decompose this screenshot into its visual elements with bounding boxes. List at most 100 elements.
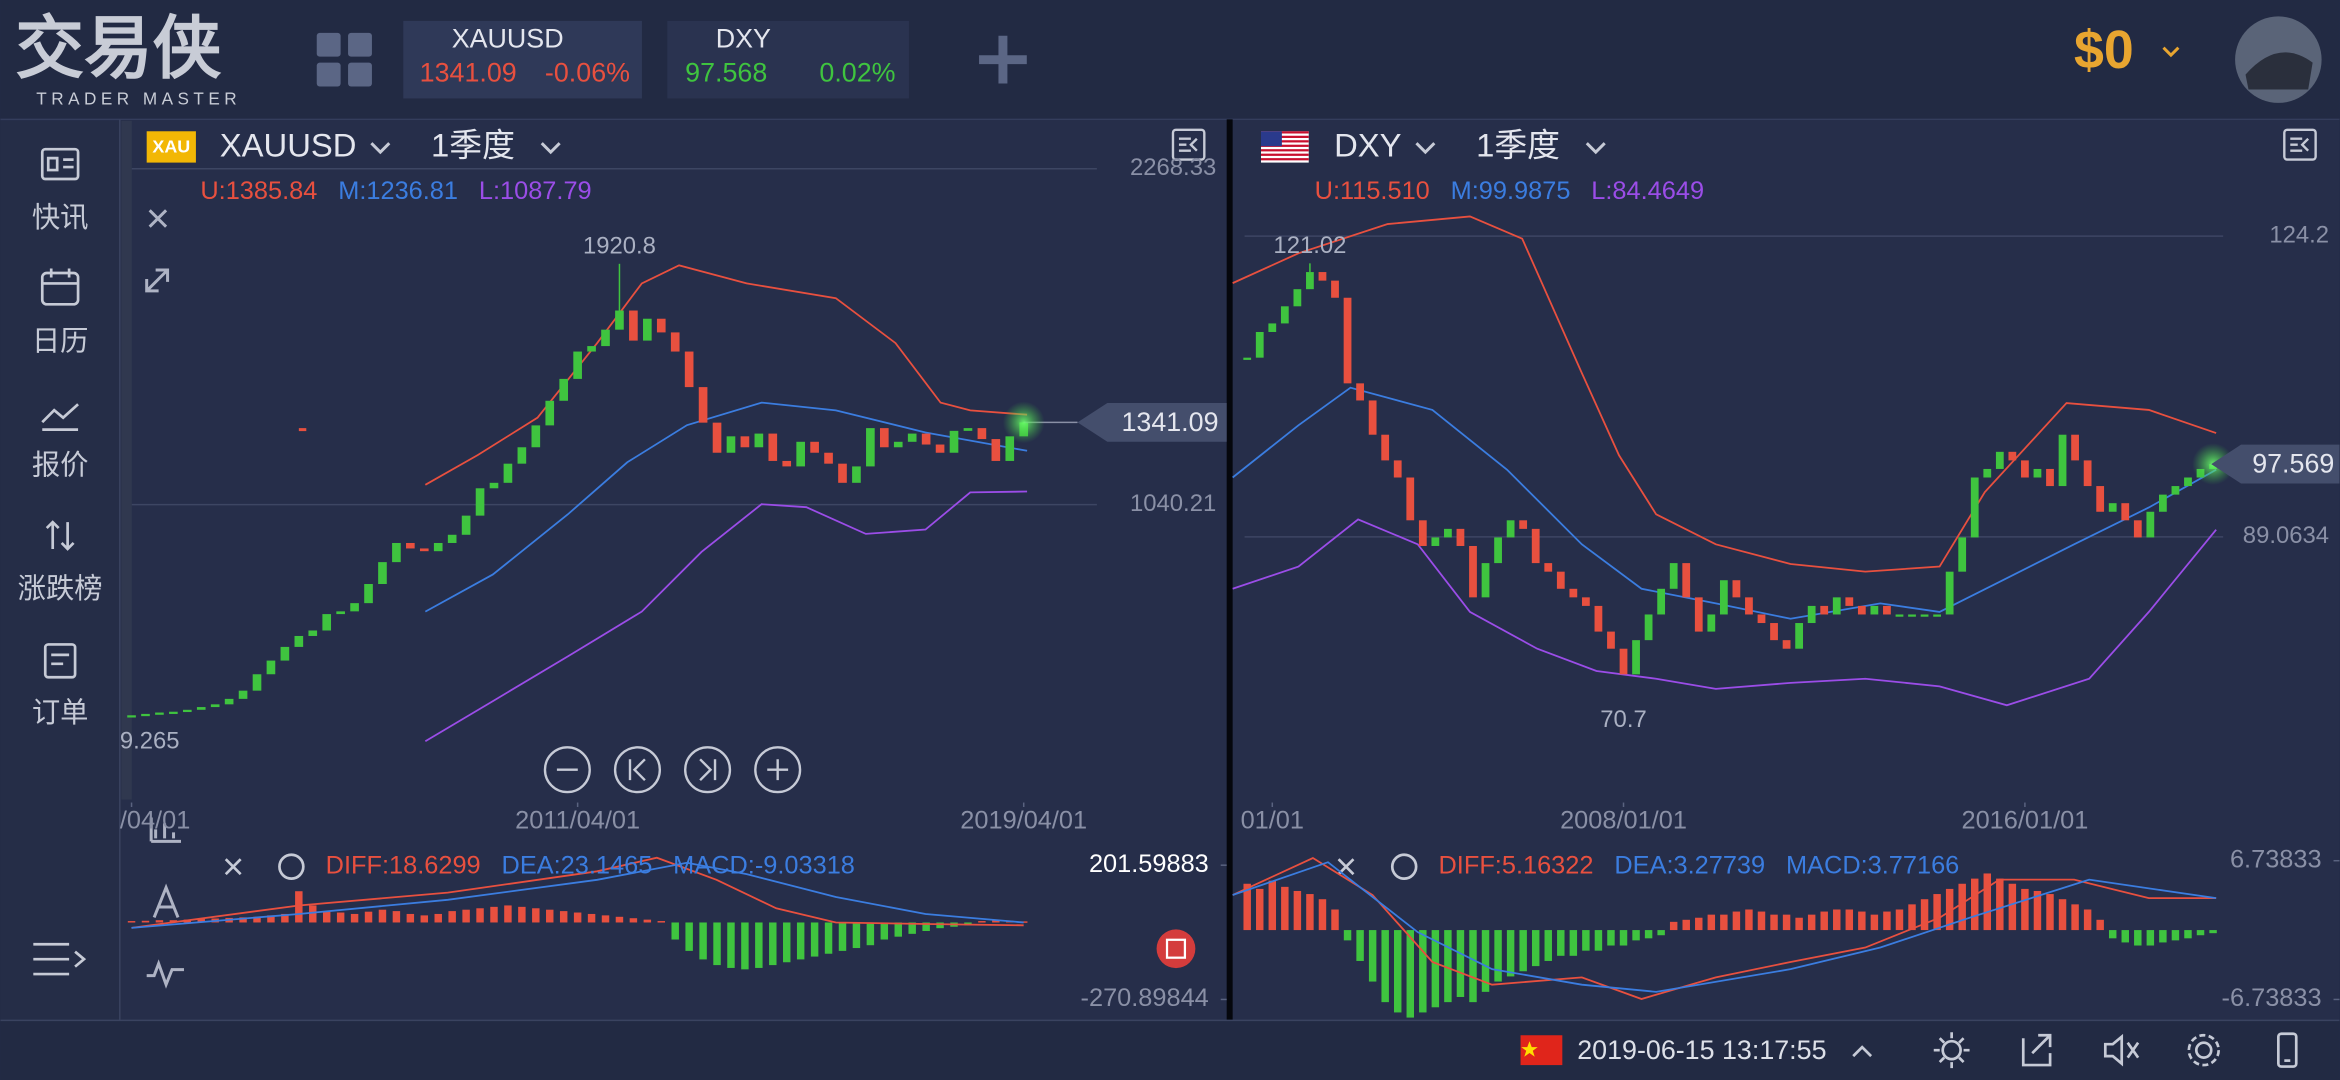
period[interactable]: 1季度 (431, 126, 515, 163)
candle (1719, 580, 1728, 615)
symbol[interactable]: XAUUSD (220, 126, 357, 163)
candle (1732, 580, 1741, 598)
zoom-controls[interactable] (543, 746, 802, 794)
ticker-price[interactable]: 97.568 (685, 58, 767, 88)
ticker-symbol[interactable]: DXY (716, 23, 771, 53)
nav-item[interactable]: 快讯 (32, 202, 89, 234)
macd-bar (2046, 894, 2054, 931)
macd-bar (336, 912, 345, 923)
candle (893, 441, 903, 448)
candle (907, 433, 917, 442)
macd-bar (1782, 914, 1791, 931)
candle (1506, 520, 1515, 538)
macd-bar (1519, 930, 1527, 972)
candle (2184, 477, 2192, 487)
candle (1444, 528, 1452, 538)
macd-bar (880, 922, 889, 940)
macd-bar (490, 906, 498, 923)
candle (155, 712, 164, 715)
candle (698, 387, 708, 423)
candle (1581, 597, 1590, 606)
macd-bar (755, 922, 763, 968)
candle (643, 318, 652, 341)
candle (1970, 477, 1979, 538)
macd-bar (1908, 904, 1916, 931)
ticker-card[interactable] (667, 20, 909, 99)
macd-tick-label: 201.59883 (1089, 850, 1209, 878)
macd-bar (1594, 930, 1603, 951)
ticker-card[interactable] (403, 20, 642, 99)
macd-bar (141, 920, 150, 923)
dropdown-chevron[interactable] (1415, 142, 1436, 155)
low-label: 9.265 (120, 727, 180, 754)
band-line (424, 490, 1028, 743)
candle (963, 428, 973, 431)
dropdown-chevron[interactable] (370, 142, 391, 155)
macd-legend: MACD:-9.03318 (673, 851, 855, 879)
candle (461, 515, 471, 535)
nav-item[interactable]: 报价 (32, 449, 89, 481)
macd-bar (1983, 873, 1992, 931)
candle (670, 332, 680, 352)
balance[interactable]: $0 (2074, 20, 2134, 80)
dropdown-chevron[interactable] (540, 142, 561, 155)
macd-bar (253, 916, 261, 923)
macd-bar (1695, 917, 1703, 931)
candle (1707, 614, 1716, 632)
candle (127, 715, 136, 718)
add-button[interactable] (979, 35, 1027, 84)
macd-bar (1757, 911, 1766, 931)
candle (1920, 614, 1929, 617)
status-icons[interactable] (1852, 1032, 2298, 1069)
dropdown-chevron[interactable] (1585, 142, 1606, 155)
macd-settings[interactable] (1390, 853, 1418, 880)
candle (1331, 280, 1339, 298)
candle (2058, 434, 2067, 487)
nav-item[interactable]: 日历 (32, 326, 89, 358)
macd-bar (448, 911, 456, 923)
candle (1243, 357, 1252, 360)
macd-close[interactable] (224, 858, 242, 876)
macd-bar (1506, 930, 1515, 977)
macd-line (1232, 857, 2217, 1000)
macd-bar (671, 922, 679, 940)
macd-bar (1669, 921, 1678, 931)
grid-menu-icon[interactable] (316, 32, 372, 87)
panel-menu-icons[interactable] (1171, 128, 2317, 161)
macd-bar (1945, 888, 1954, 931)
macd-bar (1019, 921, 1028, 923)
candle (517, 447, 527, 464)
macd-bar (1368, 930, 1377, 982)
candle (489, 482, 499, 489)
macd-bar (1293, 890, 1302, 931)
flag-stripe (1260, 153, 1309, 156)
candle (210, 704, 220, 708)
candle (991, 439, 1001, 461)
macd-bar (127, 921, 136, 923)
left-tools[interactable] (145, 209, 184, 989)
candle (1983, 468, 1992, 478)
macd-bar (1494, 930, 1502, 982)
symbol[interactable]: DXY (1334, 126, 1402, 163)
macd-bar (922, 922, 930, 931)
period[interactable]: 1季度 (1476, 126, 1560, 163)
candle (824, 452, 833, 464)
macd-bar (2096, 919, 2104, 931)
macd-bar (838, 922, 847, 951)
balance-chevron[interactable] (2162, 46, 2180, 58)
band-legend: M:1236.81 (338, 177, 458, 205)
alert-button[interactable] (1156, 929, 1196, 969)
macd-bar (364, 911, 373, 923)
ticker-change[interactable]: 0.02% (819, 58, 895, 88)
macd-settings[interactable] (278, 853, 305, 880)
candle (921, 433, 931, 445)
ticker-symbol[interactable]: XAUUSD (452, 23, 564, 53)
macd-bar (1544, 930, 1552, 961)
nav-item[interactable]: 订单 (32, 697, 89, 729)
ticker-change[interactable]: -0.06% (545, 58, 630, 88)
macd-legend: DEA:23.1465 (502, 851, 653, 879)
macd-bar (1820, 911, 1828, 931)
ticker-price[interactable]: 1341.09 (420, 58, 517, 88)
nav-item[interactable]: 涨跌榜 (18, 573, 103, 605)
candle (1569, 588, 1578, 598)
